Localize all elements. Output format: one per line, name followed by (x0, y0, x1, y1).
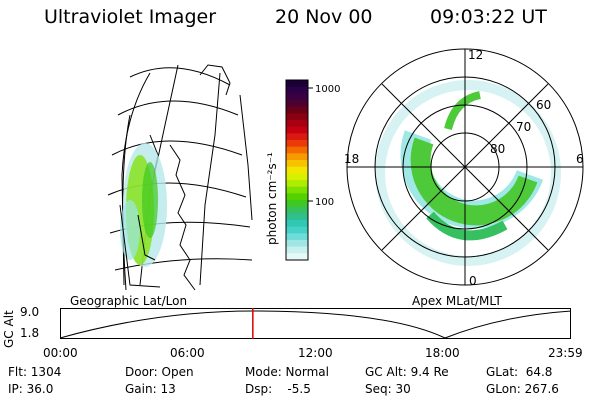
auroral-emission-left (120, 143, 167, 267)
info-gcalt: GC Alt: 9.4 Re (365, 365, 449, 379)
colorbar-cell (286, 233, 308, 241)
colorbar-cell (286, 166, 308, 174)
mlt-label-0: 0 (469, 274, 477, 288)
colorbar-cell (286, 173, 308, 181)
colorbar-cell (286, 106, 308, 114)
colorbar-tick-1000: 1000 (315, 84, 340, 95)
geographic-map (107, 64, 253, 291)
info-seq: Seq: 30 (365, 382, 411, 396)
xtick-0000: 00:00 (43, 346, 78, 360)
colorbar-cell (286, 246, 308, 254)
info-gain: Gain: 13 (125, 382, 176, 396)
date-label: 20 Nov 00 (275, 6, 373, 28)
colorbar-cell (286, 220, 308, 228)
time-label: 09:03:22 UT (430, 6, 547, 28)
colorbar-cell (286, 146, 308, 154)
lat-label-80: 80 (490, 142, 505, 156)
color-scale-bar: 1000 100 (285, 79, 340, 261)
info-glon: GLon: 267.6 (486, 382, 559, 396)
mlt-label-12: 12 (468, 48, 483, 62)
colorbar-cell (286, 86, 308, 94)
mlt-label-6: 6 (576, 152, 584, 166)
colorbar-cell (286, 213, 308, 221)
orbit-timeline (60, 308, 572, 339)
apex-title: Apex MLat/MLT (412, 294, 502, 308)
instrument-title: Ultraviolet Imager (44, 6, 217, 28)
info-flt: Flt: 1304 (8, 365, 62, 379)
colorbar-cell (286, 153, 308, 161)
info-mode: Mode: Normal (245, 365, 329, 379)
timeline-ylabel: GC Alt (2, 310, 16, 348)
geographic-title: Geographic Lat/Lon (70, 294, 188, 308)
info-dsp: Dsp: -5.5 (245, 382, 311, 396)
colorbar-cell (286, 93, 308, 101)
timeline-ytick-1.8: 1.8 (20, 326, 40, 340)
colorbar-tick-100: 100 (315, 197, 334, 208)
lat-label-70: 70 (516, 120, 531, 134)
auroral-oval (375, 80, 561, 266)
colorbar-cell (286, 240, 308, 248)
info-ip: IP: 36.0 (8, 382, 54, 396)
lat-label-60: 60 (536, 98, 551, 112)
colorbar-cell (286, 160, 308, 168)
mlt-label-18: 18 (344, 152, 359, 166)
colorbar-cell (286, 140, 308, 148)
colorbar-cell (286, 100, 308, 108)
colorbar-unit-label: photon cm⁻²s⁻¹ (265, 152, 279, 245)
xtick-0600: 06:00 (170, 346, 205, 360)
polar-plot: 12 18 6 0 60 70 80 (344, 48, 584, 288)
colorbar-cell (286, 133, 308, 141)
xtick-1200: 12:00 (298, 346, 333, 360)
colorbar-cell (286, 126, 308, 134)
timeline-ytick-9: 9.0 (20, 305, 40, 319)
colorbar-cell (286, 226, 308, 234)
info-door: Door: Open (125, 365, 194, 379)
colorbar-cell (286, 80, 308, 88)
colorbar-cell (286, 113, 308, 121)
colorbar-cell (286, 193, 308, 201)
info-glat: GLat: 64.8 (486, 365, 553, 379)
colorbar-cell (286, 180, 308, 188)
colorbar-cell (286, 206, 308, 214)
colorbar-cell (286, 200, 308, 208)
colorbar-cell (286, 253, 308, 261)
xtick-2359: 23:59 (548, 346, 583, 360)
colorbar-cell (286, 186, 308, 194)
xtick-1800: 18:00 (425, 346, 460, 360)
colorbar-cell (286, 120, 308, 128)
